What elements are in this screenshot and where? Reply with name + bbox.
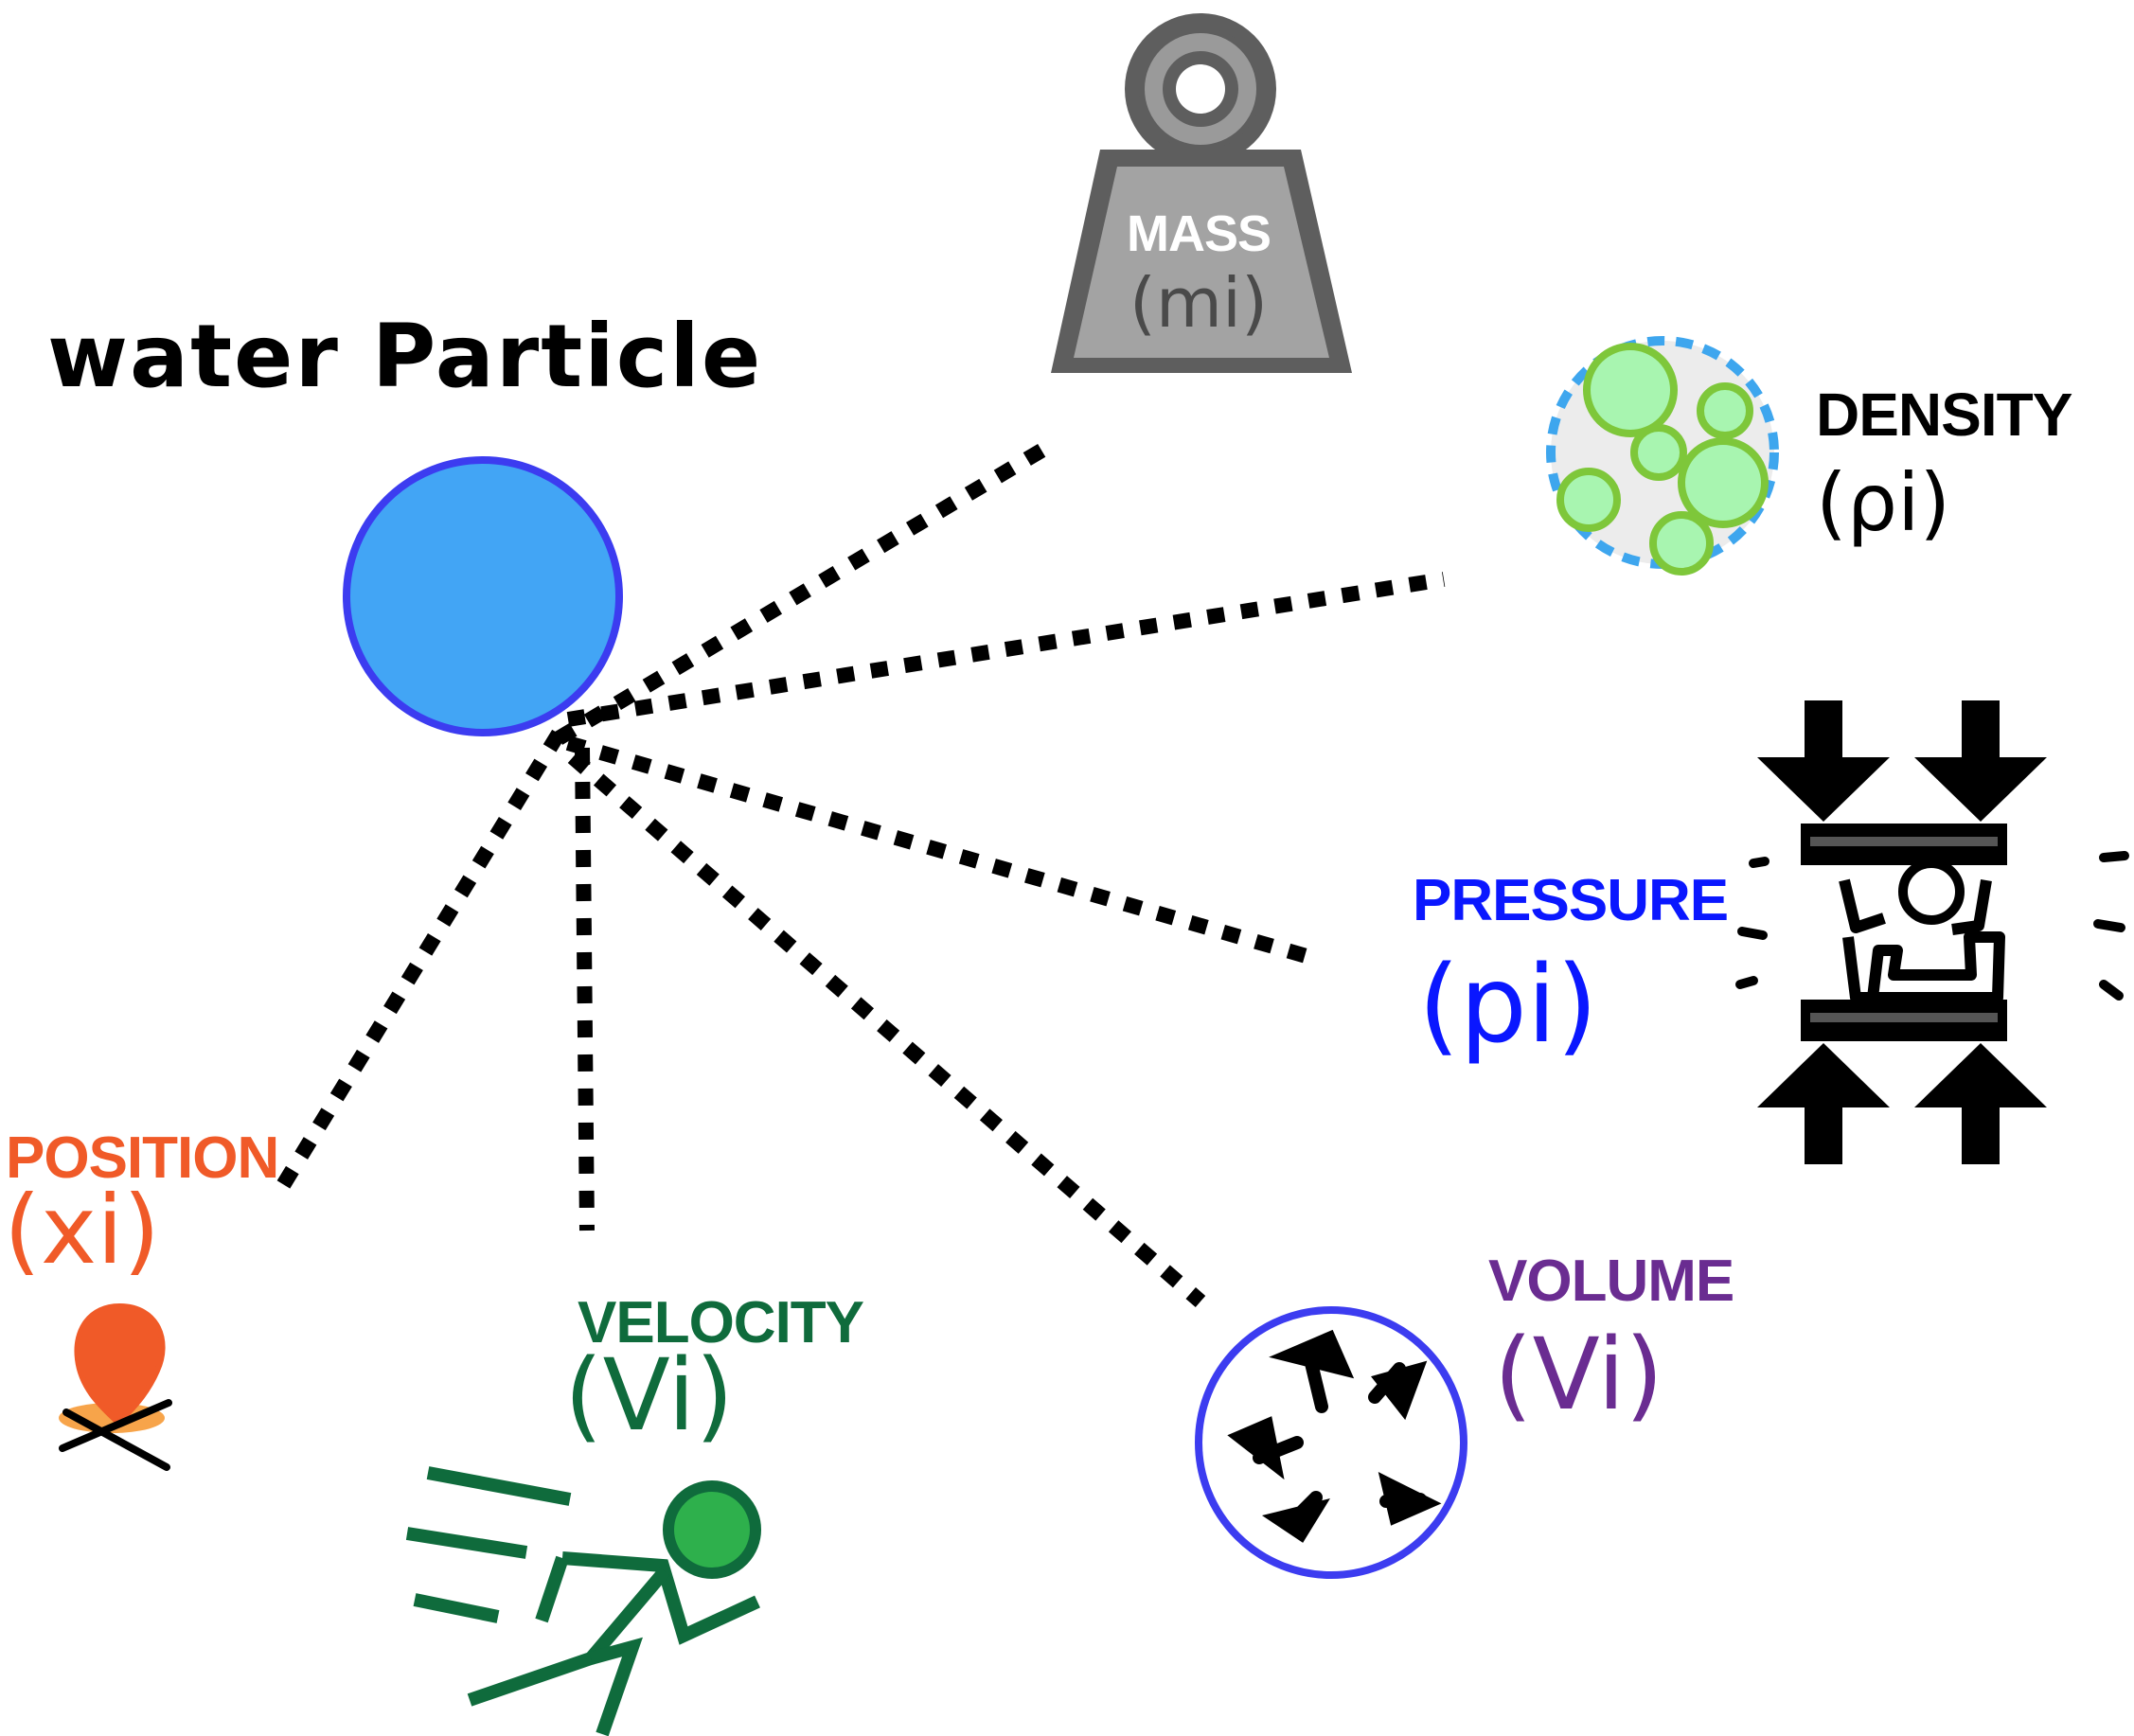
volume-label: VOLUME (1488, 1249, 1734, 1314)
press-icon (1735, 700, 2129, 1164)
mass-label: MASS (1127, 205, 1271, 262)
running-person-icon (405, 1466, 761, 1736)
velocity-label: VELOCITY (578, 1290, 864, 1355)
mass-symbol: (mi) (1129, 263, 1268, 343)
diagram-title: water Particle (47, 306, 762, 407)
connector-density (566, 572, 1446, 727)
density-symbol: (ρi) (1816, 456, 1950, 549)
connector-mass (554, 438, 1056, 745)
connector-pressure (565, 735, 1319, 966)
density-label: DENSITY (1816, 381, 2072, 449)
weight-icon (1051, 13, 1352, 373)
connectors (271, 438, 1446, 1308)
map-pin-icon (59, 1302, 172, 1471)
volume-symbol: (Vi) (1494, 1317, 1663, 1432)
bubbles-icon (1546, 336, 1779, 576)
pressure-label: PRESSURE (1413, 868, 1728, 933)
velocity-symbol: (Vi) (564, 1337, 734, 1453)
water-particle-circle (343, 456, 623, 736)
volume-sphere-icon (1195, 1306, 1467, 1579)
connector-volume (567, 751, 1206, 1308)
position-symbol: (xi) (4, 1175, 160, 1285)
connector-position (271, 729, 565, 1199)
position-label: POSITION (6, 1125, 278, 1191)
connector-velocity (575, 747, 595, 1231)
pressure-symbol: (pi) (1418, 944, 1598, 1067)
